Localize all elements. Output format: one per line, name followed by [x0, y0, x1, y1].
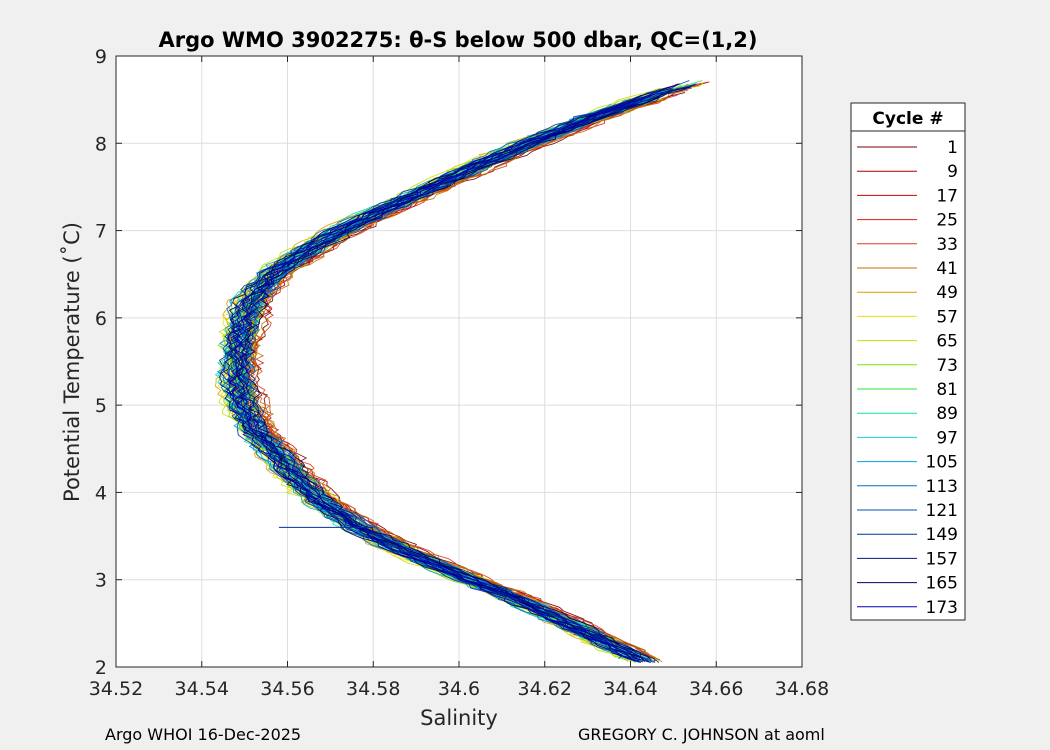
legend-label-57: 57	[936, 307, 958, 327]
series-line-165	[241, 95, 660, 662]
x-tick-label: 34.58	[346, 678, 400, 700]
y-tick-label: 4	[95, 482, 107, 504]
legend-label-89: 89	[936, 404, 958, 424]
series-line-157	[227, 88, 674, 659]
legend-label-157: 157	[926, 549, 958, 569]
y-axis-label: Potential Temperature (˚C)	[60, 222, 84, 502]
legend: Cycle # 1 9 17 25 33 41 49 57 65 73 81 89 97 105 113 12…	[850, 102, 966, 621]
series-layer	[214, 80, 710, 663]
x-tick-label: 34.64	[603, 678, 657, 700]
legend-label-33: 33	[936, 235, 958, 255]
legend-label-49: 49	[936, 283, 958, 303]
series-line-157	[233, 86, 691, 661]
series-line-173	[231, 98, 646, 661]
legend-label-105: 105	[926, 453, 958, 473]
series-line-65	[218, 87, 662, 658]
y-tick-label: 2	[95, 657, 107, 679]
y-tick-label: 9	[95, 46, 107, 68]
x-tick-label: 34.52	[89, 678, 143, 700]
x-tick-label: 34.62	[518, 678, 572, 700]
legend-title: Cycle #	[872, 109, 943, 129]
ticks: 34.52 34.54 34.56 34.58 34.6 34.62 34.64 34.66 3…	[89, 46, 829, 700]
legend-label-97: 97	[936, 428, 958, 448]
y-tick-label: 3	[95, 570, 107, 592]
legend-items: 1 9 17 25 33 41 49 57 65 73 81 89 97 105 113 121 149 157 1…	[857, 138, 958, 618]
series-line-165	[219, 93, 656, 661]
legend-label-81: 81	[936, 380, 958, 400]
legend-label-113: 113	[926, 477, 958, 497]
x-tick-label: 34.54	[175, 678, 229, 700]
legend-label-9: 9	[947, 162, 958, 182]
x-tick-label: 34.68	[775, 678, 829, 700]
legend-label-41: 41	[936, 259, 958, 279]
legend-label-73: 73	[936, 356, 958, 376]
legend-label-65: 65	[936, 332, 958, 352]
y-tick-label: 8	[95, 133, 107, 155]
legend-label-121: 121	[926, 501, 958, 521]
y-tick-label: 6	[95, 308, 107, 330]
legend-label-17: 17	[936, 186, 958, 206]
series-line-173	[225, 84, 678, 663]
legend-label-1: 1	[947, 138, 958, 158]
footer-right: GREGORY C. JOHNSON at aoml	[578, 725, 825, 744]
footer-left: Argo WHOI 16-Dec-2025	[105, 725, 302, 744]
legend-label-25: 25	[936, 211, 958, 231]
x-tick-label: 34.66	[689, 678, 743, 700]
x-axis-label: Salinity	[420, 706, 498, 730]
x-tick-label: 34.56	[260, 678, 314, 700]
legend-label-173: 173	[926, 598, 958, 618]
legend-label-149: 149	[926, 525, 958, 545]
series-line-173	[228, 91, 663, 663]
chart-title: Argo WMO 3902275: θ-S below 500 dbar, QC…	[159, 28, 758, 52]
y-tick-label: 5	[95, 395, 107, 417]
x-tick-label: 34.6	[438, 678, 480, 700]
y-tick-label: 7	[95, 221, 107, 243]
legend-label-165: 165	[926, 574, 958, 594]
